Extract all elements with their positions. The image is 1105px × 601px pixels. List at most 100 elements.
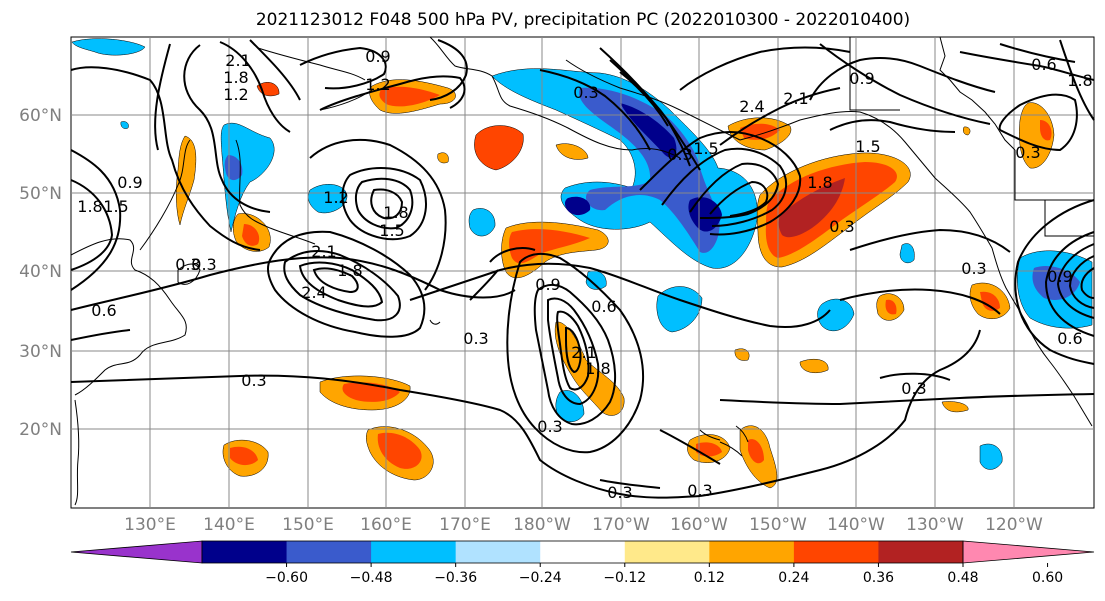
contour-label: 0.3 bbox=[175, 255, 200, 274]
latitude-labels: 60°N 50°N 40°N 30°N 20°N bbox=[19, 106, 62, 440]
contour-label: 0.3 bbox=[829, 217, 854, 236]
contour-label: 2.1 bbox=[783, 89, 808, 108]
contour-label: 1.8 bbox=[585, 359, 610, 378]
contour-label: 0.3 bbox=[961, 259, 986, 278]
contour-label: 1.2 bbox=[365, 75, 390, 94]
lon-label: 180°W bbox=[513, 515, 571, 535]
shade-orange-gulf-sm bbox=[555, 143, 589, 160]
colorbar-tick-label: −0.48 bbox=[350, 570, 393, 586]
shade-blue-nw bbox=[71, 38, 146, 56]
contour-label: 1.8 bbox=[77, 197, 102, 216]
contour-label: 0.6 bbox=[91, 301, 116, 320]
map-panel: 2.1 1.8 1.2 0.9 1.2 0.9 1.8 1.5 0.3 1.2 … bbox=[70, 36, 1095, 509]
contour-label: 0.9 bbox=[1047, 267, 1072, 286]
colorbar-segment bbox=[371, 541, 457, 563]
shade-red-aleut bbox=[474, 125, 524, 171]
colorbar-tick-label: 0.48 bbox=[947, 570, 978, 586]
shade-blue-se bbox=[979, 443, 1003, 470]
lon-label: 140°E bbox=[203, 515, 255, 535]
contour-label: 0.6 bbox=[1031, 55, 1056, 74]
contour-label: 1.8 bbox=[1067, 71, 1092, 90]
contour-label: 1.5 bbox=[103, 197, 128, 216]
shade-red-sm1 bbox=[885, 299, 897, 315]
colorbar-segment bbox=[878, 541, 964, 563]
contour-label: 0.3 bbox=[241, 371, 266, 390]
contour-label: 1.2 bbox=[223, 85, 248, 104]
shade-navy-gulf-n bbox=[620, 103, 677, 158]
contour-label: 0.3 bbox=[573, 83, 598, 102]
contour-label: 2.4 bbox=[301, 283, 326, 302]
shade-blue-sm3 bbox=[656, 286, 703, 333]
shade-orange-japan bbox=[176, 135, 197, 226]
shade-red-ak bbox=[740, 123, 780, 140]
colorbar-tick-label: 0.36 bbox=[863, 570, 894, 586]
contour-label: 2.1 bbox=[571, 343, 596, 362]
shade-blue-aleut bbox=[468, 208, 496, 237]
shade-orange-sm6 bbox=[437, 152, 449, 164]
contour-label: 0.3 bbox=[537, 417, 562, 436]
contour-label: 0.3 bbox=[463, 329, 488, 348]
shade-orange-sm4 bbox=[799, 359, 829, 373]
longitude-labels: 130°E 140°E 150°E 160°E 170°E 180°W 170°… bbox=[124, 515, 1043, 535]
lat-label: 20°N bbox=[19, 420, 62, 440]
colorbar: −0.60 −0.48 −0.36 −0.24 −0.12 0.12 0.24 0.36 0.4… bbox=[70, 540, 1095, 586]
contour-label: 2.1 bbox=[225, 51, 250, 70]
contour-label: 2.4 bbox=[739, 97, 764, 116]
contour-label: 1.8 bbox=[223, 68, 248, 87]
shade-medblue-gulf bbox=[579, 87, 720, 253]
shade-blue-kamchatka bbox=[220, 122, 275, 233]
contour-label: 1.5 bbox=[693, 139, 718, 158]
contour-label: 0.3 bbox=[901, 379, 926, 398]
colorbar-tick-label: 0.24 bbox=[778, 570, 809, 586]
contour-label: 1.5 bbox=[855, 137, 880, 156]
lat-label: 40°N bbox=[19, 262, 62, 282]
colorbar-segment bbox=[540, 541, 626, 563]
colorbar-segment bbox=[286, 541, 372, 563]
colorbar-segment bbox=[455, 541, 541, 563]
shade-orange-subtrop bbox=[554, 321, 625, 416]
colorbar-border bbox=[201, 540, 964, 564]
shade-orange-sm2 bbox=[941, 401, 969, 413]
shade-red-trop2 bbox=[230, 446, 258, 466]
shade-red-se bbox=[748, 439, 764, 464]
lat-label: 50°N bbox=[19, 184, 62, 204]
contour-label: 0.9 bbox=[535, 275, 560, 294]
colorbar-tick-label: −0.36 bbox=[434, 570, 477, 586]
contour-label: 0.9 bbox=[849, 69, 874, 88]
contour-label: 0.9 bbox=[117, 173, 142, 192]
colorbar-tick-label: 0.60 bbox=[1032, 570, 1063, 586]
lon-label: 130°E bbox=[124, 515, 176, 535]
contour-label: 0.3 bbox=[667, 145, 692, 164]
contour-label: 1.2 bbox=[323, 188, 348, 207]
shade-red-trop1 bbox=[377, 432, 422, 469]
shade-orange-sm5 bbox=[962, 126, 971, 136]
lon-label: 130°W bbox=[906, 515, 964, 535]
colorbar-segment bbox=[793, 541, 879, 563]
lon-label: 160°E bbox=[360, 515, 412, 535]
colorbar-segment bbox=[624, 541, 710, 563]
shade-red-coast-s bbox=[980, 291, 1000, 311]
contour-label: 0.3 bbox=[191, 255, 216, 274]
lon-label: 120°W bbox=[985, 515, 1043, 535]
colorbar-tick-label: −0.60 bbox=[265, 570, 308, 586]
contour-label: 1.8 bbox=[337, 261, 362, 280]
lon-label: 140°W bbox=[827, 515, 885, 535]
contour-label: 0.3 bbox=[607, 483, 632, 502]
lon-label: 150°W bbox=[749, 515, 807, 535]
shade-medblue-west-coast bbox=[1032, 265, 1080, 301]
contour-label: 0.6 bbox=[1057, 329, 1082, 348]
colorbar-tick-label: 0.12 bbox=[694, 570, 725, 586]
contour-label: 2.1 bbox=[311, 242, 336, 261]
contour-label: 1.8 bbox=[807, 173, 832, 192]
coastlines bbox=[70, 36, 1094, 506]
lon-label: 160°W bbox=[670, 515, 728, 535]
contour-label: 1.5 bbox=[379, 221, 404, 240]
colorbar-segment bbox=[202, 541, 288, 563]
shade-red-canada bbox=[1040, 120, 1052, 141]
lat-label: 60°N bbox=[19, 106, 62, 126]
pv-contours bbox=[70, 39, 1095, 499]
colorbar-tick-label: −0.12 bbox=[603, 570, 646, 586]
lon-label: 170°E bbox=[439, 515, 491, 535]
shade-blue-subtrop bbox=[555, 390, 585, 422]
